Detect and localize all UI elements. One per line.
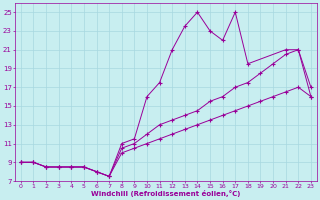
X-axis label: Windchill (Refroidissement éolien,°C): Windchill (Refroidissement éolien,°C) (91, 190, 241, 197)
